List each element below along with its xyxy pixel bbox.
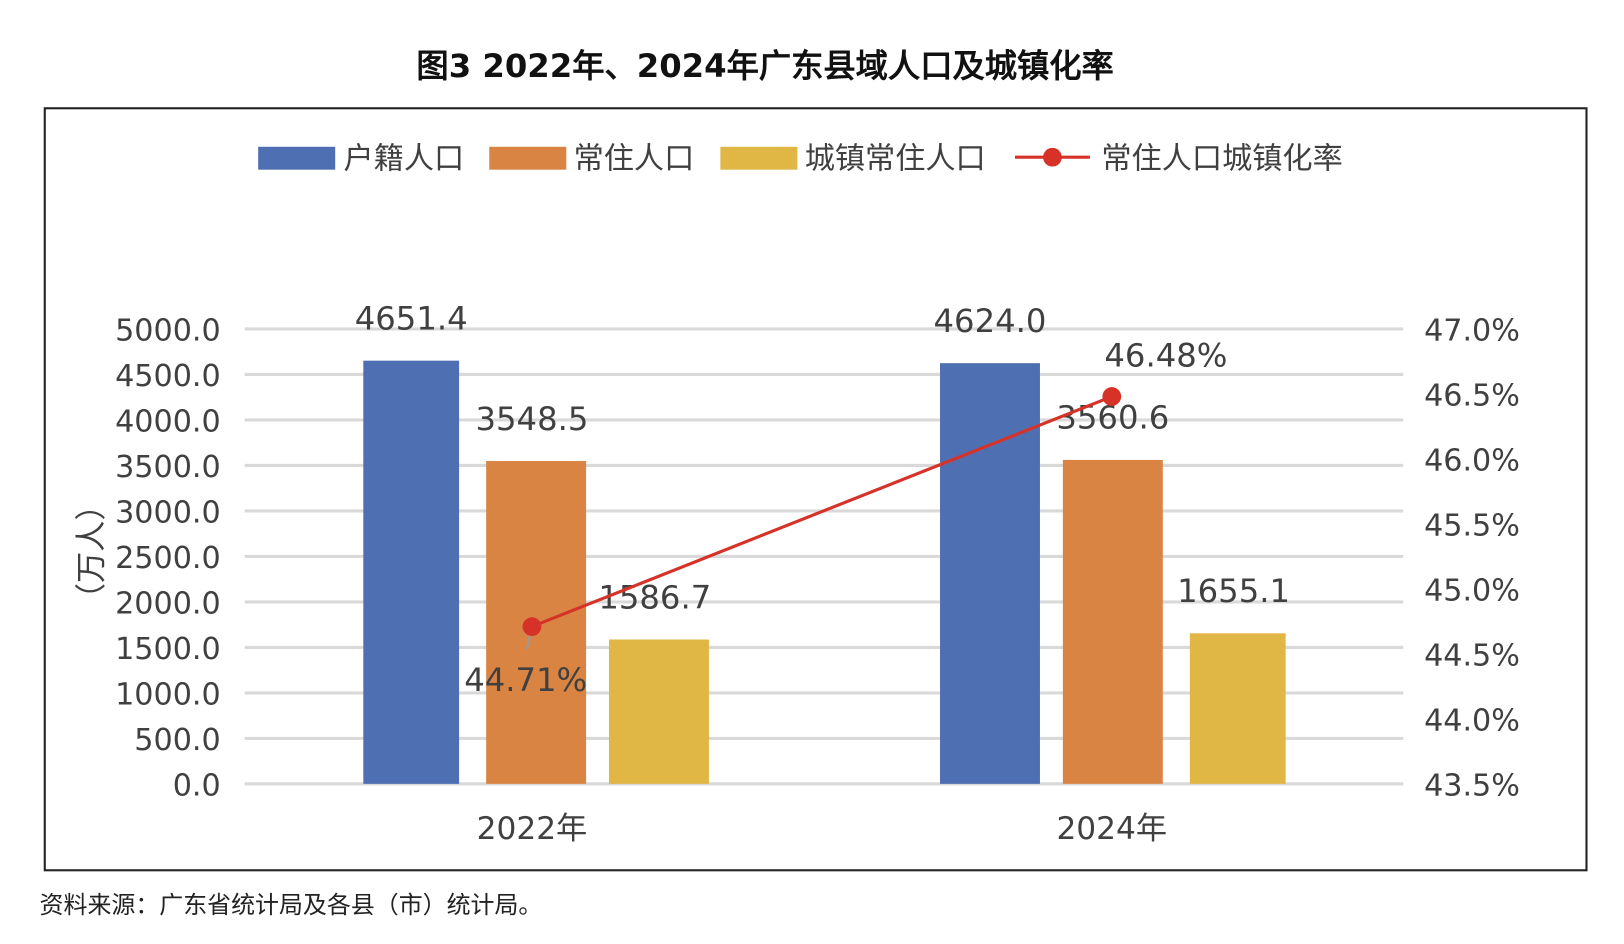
bar-2-2	[1062, 459, 1163, 784]
x-tick-label: 2022年	[477, 811, 588, 847]
data-label: 4651.4	[355, 299, 468, 337]
chart-frame	[43, 107, 1588, 872]
y-tick-label: 1500.0	[115, 632, 221, 667]
y-tick-label: 0.0	[173, 768, 221, 803]
legend-swatch	[258, 146, 336, 170]
line-series	[531, 395, 1113, 629]
y-tick-label: 2000.0	[115, 586, 221, 621]
legend-swatch	[720, 146, 798, 170]
y-tick-label: 5000.0	[115, 313, 221, 348]
data-label: 1655.1	[1177, 572, 1290, 610]
bar-3-2	[1189, 633, 1286, 784]
data-label: 4624.0	[934, 302, 1047, 340]
y2-tick-label: 46.5%	[1424, 378, 1520, 413]
legend-label: 户籍人口	[344, 142, 465, 177]
legend-marker	[1043, 147, 1062, 167]
legend-label: 城镇常住人口	[805, 142, 986, 177]
legend-swatch	[489, 146, 567, 170]
y-tick-label: 2500.0	[115, 541, 221, 576]
bar-1-1	[363, 360, 460, 784]
legend-label: 常住人口	[574, 142, 695, 177]
y2-tick-label: 43.5%	[1424, 768, 1520, 803]
y-tick-label: 4500.0	[115, 359, 221, 394]
y2-tick-label: 47.0%	[1424, 313, 1520, 348]
y2-tick-label: 46.0%	[1424, 443, 1520, 478]
x-tick-label: 2024年	[1056, 811, 1167, 847]
bar-1-2	[940, 363, 1040, 784]
y2-tick-label: 45.5%	[1424, 508, 1520, 543]
y-tick-label: 500.0	[134, 723, 220, 758]
data-label: 3548.5	[475, 400, 588, 438]
y-tick-label: 4000.0	[115, 404, 221, 439]
y-tick-label: 3500.0	[115, 450, 221, 485]
line-data-label: 44.71%	[464, 661, 587, 699]
chart-title: 图3 2022年、2024年广东县域人口及城镇化率	[416, 47, 1114, 86]
legend-label: 常住人口城镇化率	[1101, 142, 1342, 177]
line-data-label: 46.48%	[1104, 336, 1227, 374]
y2-tick-label: 44.5%	[1424, 638, 1520, 673]
y2-tick-label: 45.0%	[1424, 573, 1520, 608]
data-label: 1586.7	[598, 578, 711, 616]
y-tick-label: 3000.0	[115, 495, 221, 530]
line-point	[1102, 387, 1122, 406]
y-axis-label: （万人）	[74, 489, 110, 614]
source-note: 资料来源：广东省统计局及各县（市）统计局。	[39, 892, 543, 920]
bar-3-1	[608, 639, 709, 784]
y-tick-label: 1000.0	[115, 677, 221, 712]
y2-tick-label: 44.0%	[1424, 703, 1520, 738]
line-point	[522, 617, 542, 636]
